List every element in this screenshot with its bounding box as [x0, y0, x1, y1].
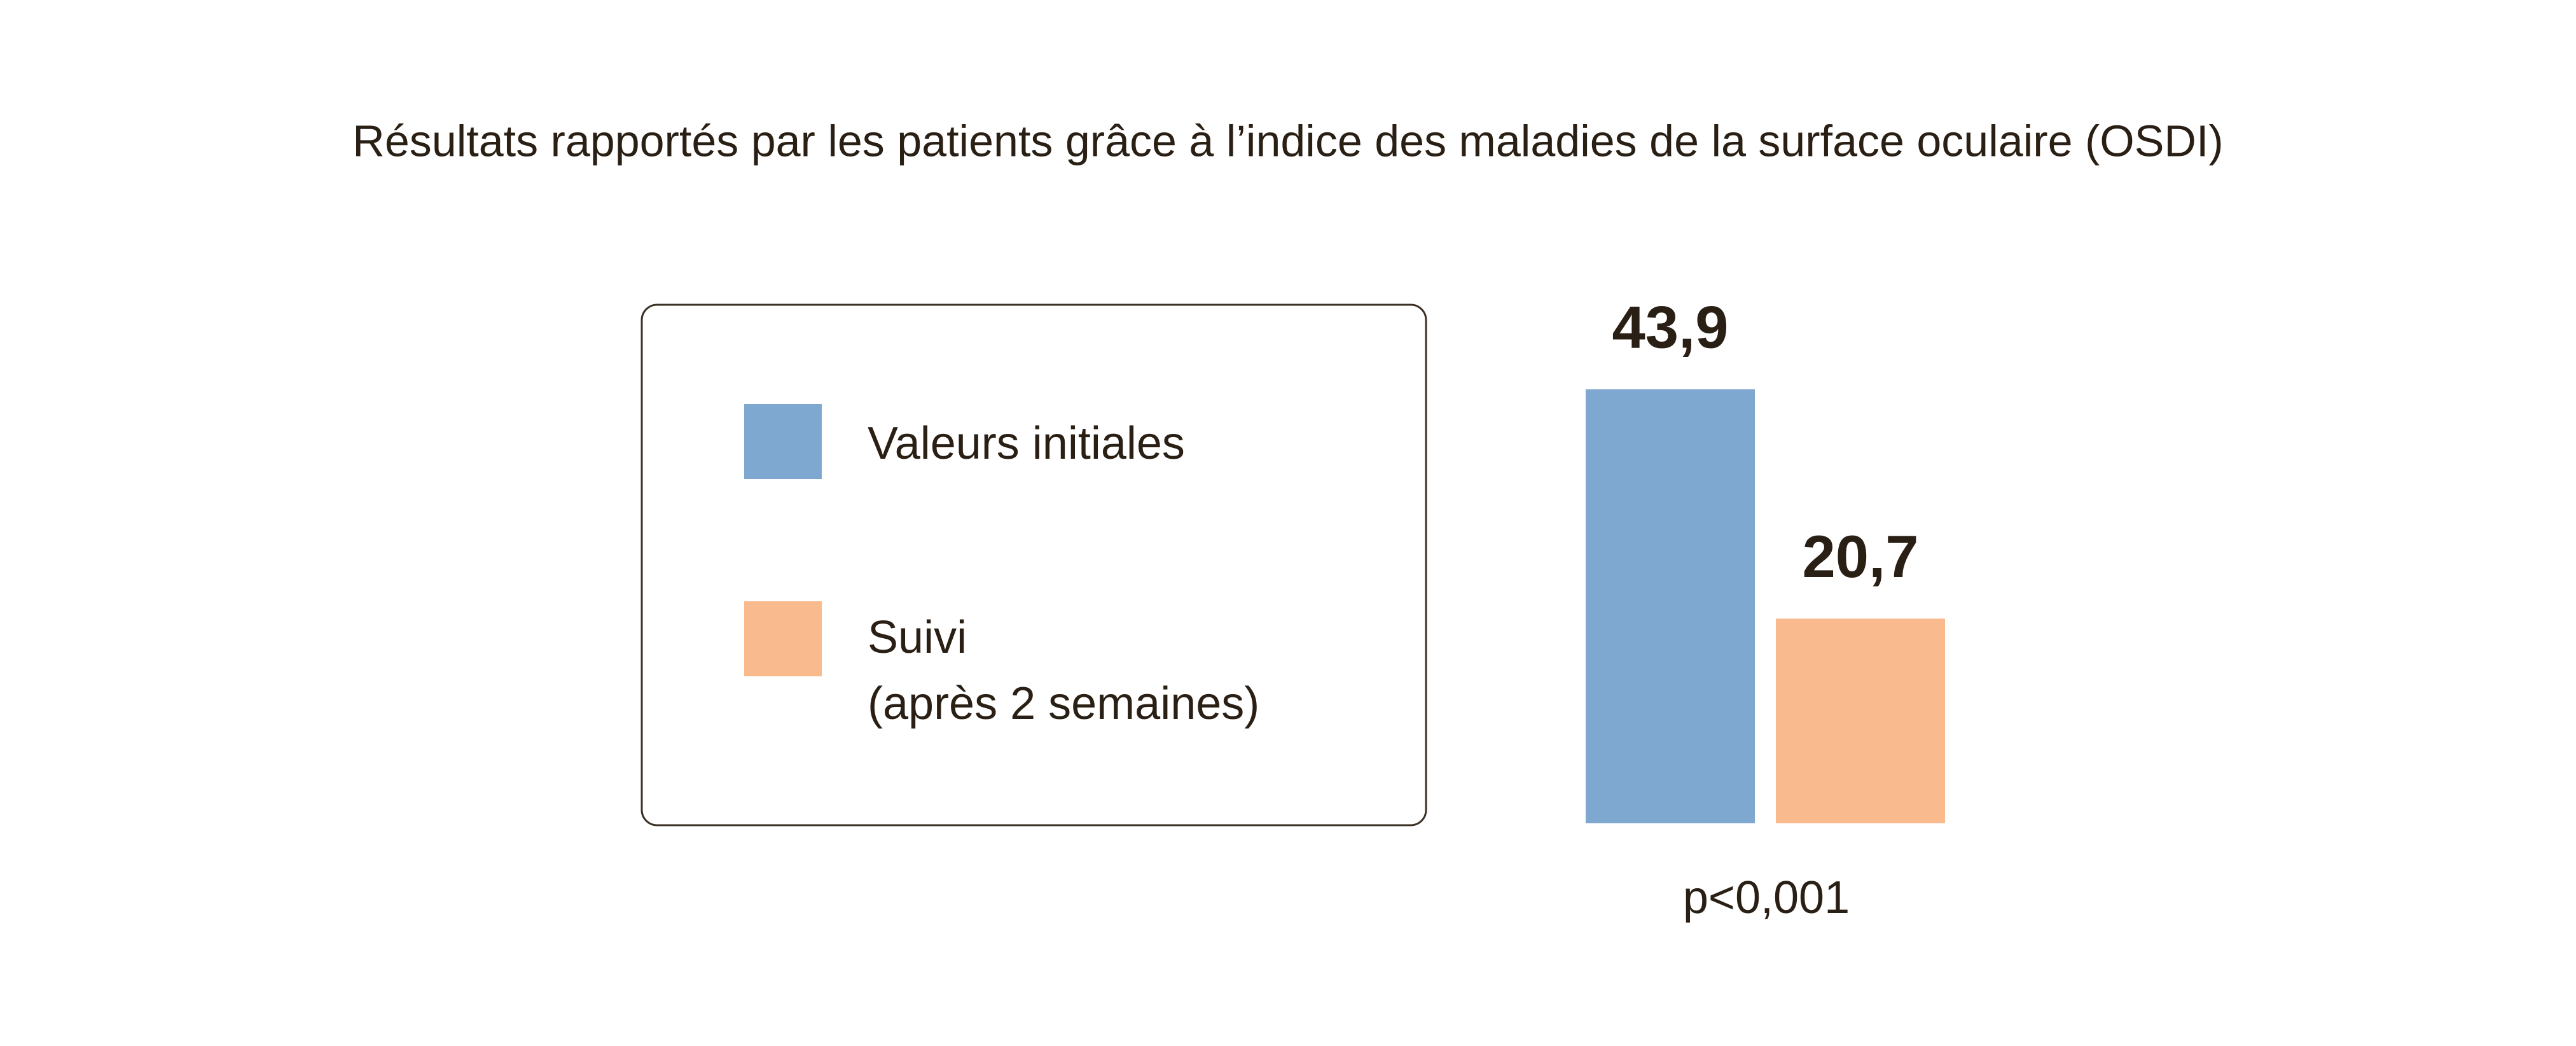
- value-label: 20,7: [1803, 523, 1919, 590]
- legend-swatch: [744, 404, 822, 479]
- legend-swatch: [744, 601, 822, 676]
- bar: [1586, 389, 1755, 823]
- legend-label: Suivi (après 2 semaines): [868, 612, 1260, 729]
- chart-title: Résultats rapportés par les patients grâ…: [352, 116, 2223, 165]
- bar: [1776, 618, 1945, 823]
- legend-box: [641, 303, 1427, 826]
- annotation: p<0,001: [1683, 872, 1850, 923]
- value-label: 43,9: [1612, 294, 1729, 361]
- legend-label: Valeurs initiales: [868, 418, 1185, 469]
